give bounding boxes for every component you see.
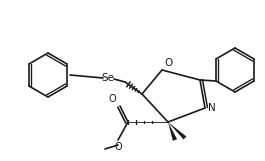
Text: N: N bbox=[208, 103, 216, 113]
Text: O: O bbox=[108, 94, 116, 104]
Text: O: O bbox=[164, 58, 172, 68]
Text: Se: Se bbox=[101, 73, 114, 83]
Text: O: O bbox=[114, 142, 122, 152]
Polygon shape bbox=[168, 122, 186, 139]
Polygon shape bbox=[168, 122, 177, 141]
